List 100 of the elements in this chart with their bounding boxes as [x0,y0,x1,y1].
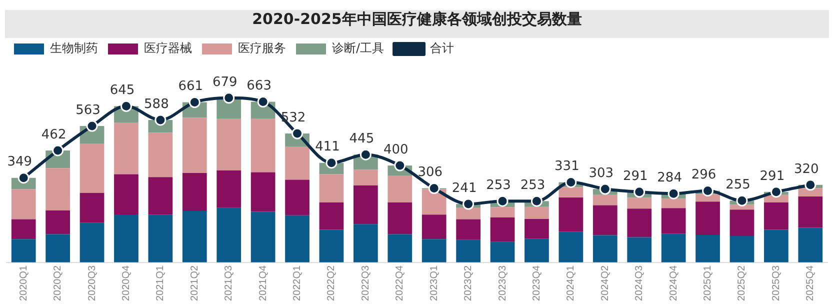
x-tick-label: 2021Q3 [224,264,235,302]
point [257,96,269,108]
bar [148,132,173,178]
legend-label: 诊断/工具 [332,41,384,56]
bar [661,234,686,262]
bar [730,236,754,262]
bar [696,194,720,202]
data-label: 445 [349,131,374,146]
bar [114,174,138,214]
data-label: 679 [212,74,238,90]
bar [114,122,138,174]
bar [592,235,618,262]
point [292,128,304,140]
bar [319,202,344,230]
bar [46,168,70,210]
bar [456,219,480,240]
bar [182,211,207,262]
bar [524,219,549,239]
data-label: 253 [486,178,511,193]
bar [798,196,823,228]
bar [490,217,515,242]
bar [661,208,686,234]
data-label: 284 [657,170,682,186]
data-label: 411 [315,140,340,155]
point [52,144,64,156]
x-tick-label: 2025Q4 [805,264,816,302]
bar [524,206,549,220]
point [496,195,508,207]
bar [319,230,344,262]
x-tick-label: 2022Q4 [394,264,406,302]
point [394,160,406,172]
legend-label: 医疗器械 [144,41,192,56]
bar [388,176,412,202]
data-label: 588 [144,96,169,112]
bar [216,170,242,208]
bar [148,177,173,215]
bar [80,192,104,223]
bar [80,144,104,193]
x-tick-label: 2023Q4 [531,264,542,302]
bar [114,214,138,262]
x-tick-label: 2024Q2 [600,264,611,302]
bar [354,170,378,186]
bar [422,214,446,240]
bar [696,235,720,262]
text: 2020-2025年中国医疗健康各领域创投交易数量 [251,9,583,30]
bar [11,219,36,240]
bar [764,230,788,262]
bar [285,146,310,180]
bar [592,194,618,206]
data-label: 306 [418,165,443,180]
bar [46,234,70,262]
bar [80,222,104,262]
x-tick-label: 2023Q1 [428,264,440,302]
data-label: 349 [7,154,32,170]
bar [798,228,823,262]
x-tick-label: 2022Q3 [360,264,372,302]
bar [558,187,584,198]
bar [285,180,310,216]
point [770,186,782,198]
point [736,194,748,206]
bar [182,173,207,212]
bar [11,239,36,262]
x-tick-label: 2023Q2 [463,264,474,302]
point [428,182,440,194]
bar [696,202,720,236]
data-label: 253 [520,178,546,193]
point [599,183,611,195]
x-tick-label: 2021Q2 [189,264,200,302]
bar [627,237,652,262]
data-label: 296 [691,168,716,183]
data-label: 303 [588,166,614,181]
bar [490,207,515,218]
point [462,198,474,210]
bar [250,172,276,212]
data-label: 255 [726,178,750,193]
bar [182,118,207,174]
data-label: 400 [383,142,408,158]
x-tick-label: 2024Q4 [668,264,680,302]
bar [148,214,173,262]
x-tick-label: 2021Q4 [258,264,269,302]
point [18,172,30,184]
x-tick-label: 2023Q3 [497,264,508,302]
bar [490,242,515,262]
data-label: 661 [178,79,204,94]
data-label: 645 [110,83,135,98]
bar [354,224,378,262]
legend-label: 医疗服务 [238,41,286,56]
bar [456,208,480,220]
data-label: 291 [622,168,648,184]
legend-label: 合计 [430,41,454,56]
data-label: 462 [41,127,66,142]
x-tick-label: 2020Q3 [86,264,98,302]
point [668,188,680,200]
point [154,114,166,126]
data-label: 241 [452,180,477,196]
bar [422,239,446,262]
point [188,96,200,108]
point [326,157,338,169]
data-label: 291 [760,168,785,184]
bar [558,197,584,232]
